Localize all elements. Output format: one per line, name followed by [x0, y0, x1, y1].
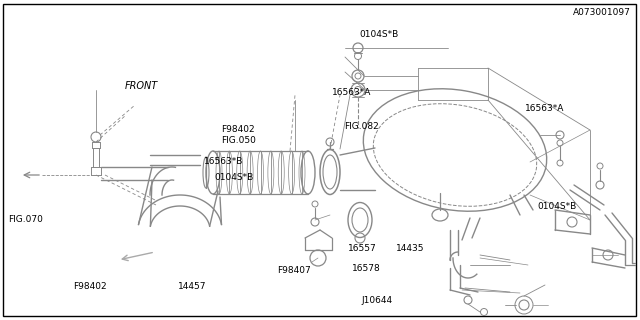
Text: 16563*B: 16563*B — [204, 157, 243, 166]
Text: 0104S*B: 0104S*B — [214, 173, 253, 182]
Text: J10644: J10644 — [362, 296, 393, 305]
Text: A073001097: A073001097 — [573, 8, 630, 17]
Text: FIG.070: FIG.070 — [8, 215, 42, 224]
Text: 16563*A: 16563*A — [332, 88, 371, 97]
Text: 14435: 14435 — [396, 244, 424, 252]
Text: 16578: 16578 — [352, 264, 381, 273]
Text: FIG.082: FIG.082 — [344, 122, 379, 131]
Text: F98402: F98402 — [221, 125, 255, 134]
Text: 0104S*B: 0104S*B — [538, 202, 577, 211]
Text: F98402: F98402 — [74, 282, 108, 291]
Text: 16563*A: 16563*A — [525, 104, 564, 113]
Text: F98407: F98407 — [278, 266, 311, 275]
Text: FIG.050: FIG.050 — [221, 136, 255, 145]
Text: 0104S*B: 0104S*B — [360, 30, 399, 39]
Text: 14457: 14457 — [178, 282, 206, 291]
Text: FRONT: FRONT — [125, 81, 158, 92]
Text: 16557: 16557 — [348, 244, 376, 252]
